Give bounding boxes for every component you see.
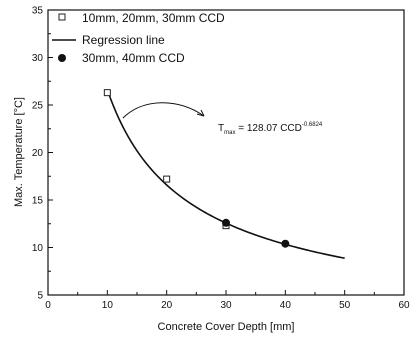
open-square-marker xyxy=(103,89,111,97)
legend-filled-circle-icon xyxy=(58,54,66,62)
x-tick-label: 0 xyxy=(45,300,51,311)
legend: 10mm, 20mm, 30mm CCD Regression line 30m… xyxy=(52,11,225,65)
y-axis-title: Max. Temperature [°C] xyxy=(13,97,25,207)
x-tick-label: 10 xyxy=(102,300,114,311)
filled-circle-marker xyxy=(281,239,290,248)
y-tick-label: 20 xyxy=(32,148,44,159)
x-tick-label: 20 xyxy=(161,300,173,311)
x-tick-label: 30 xyxy=(220,300,232,311)
legend-label-series-2: Regression line xyxy=(82,33,165,47)
equation-main: = 128.07 CCD xyxy=(235,123,301,134)
filled-circle-marker xyxy=(222,218,230,227)
y-tick-label: 25 xyxy=(32,101,44,112)
equation-base-subscript: max xyxy=(224,130,235,136)
y-tick-label: 5 xyxy=(37,291,43,302)
regression-equation: Tmax = 128.07 CCD-0.6824 xyxy=(218,122,323,136)
open-square-marker xyxy=(163,175,171,183)
equation-exponent: -0.6824 xyxy=(302,122,323,128)
equation-base: T xyxy=(218,123,224,134)
annotation-arrow xyxy=(122,102,205,119)
data-markers xyxy=(103,89,290,248)
x-tick-label: 60 xyxy=(398,300,410,311)
x-tick-label: 50 xyxy=(339,300,351,311)
y-tick-label: 30 xyxy=(32,53,44,64)
y-tick-label: 15 xyxy=(32,196,44,207)
annotation-arrowhead xyxy=(196,109,205,117)
y-tick-label: 35 xyxy=(32,6,44,17)
y-axis-ticks: 5 10 15 20 25 30 35 xyxy=(32,6,53,302)
legend-open-square-icon xyxy=(58,13,66,21)
legend-label-series-3: 30mm, 40mm CCD xyxy=(82,51,185,65)
x-axis-title: Concrete Cover Depth [mm] xyxy=(158,321,295,333)
regression-line xyxy=(106,89,345,259)
x-axis-ticks: 0 10 20 30 40 50 60 xyxy=(45,290,410,311)
x-tick-label: 40 xyxy=(280,300,292,311)
y-tick-label: 10 xyxy=(32,243,44,254)
legend-label-series-1: 10mm, 20mm, 30mm CCD xyxy=(82,11,225,25)
